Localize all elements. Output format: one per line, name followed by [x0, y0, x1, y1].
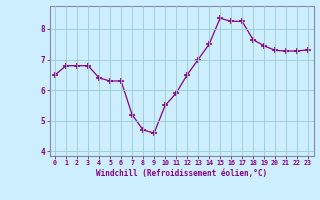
X-axis label: Windchill (Refroidissement éolien,°C): Windchill (Refroidissement éolien,°C) [96, 169, 267, 178]
